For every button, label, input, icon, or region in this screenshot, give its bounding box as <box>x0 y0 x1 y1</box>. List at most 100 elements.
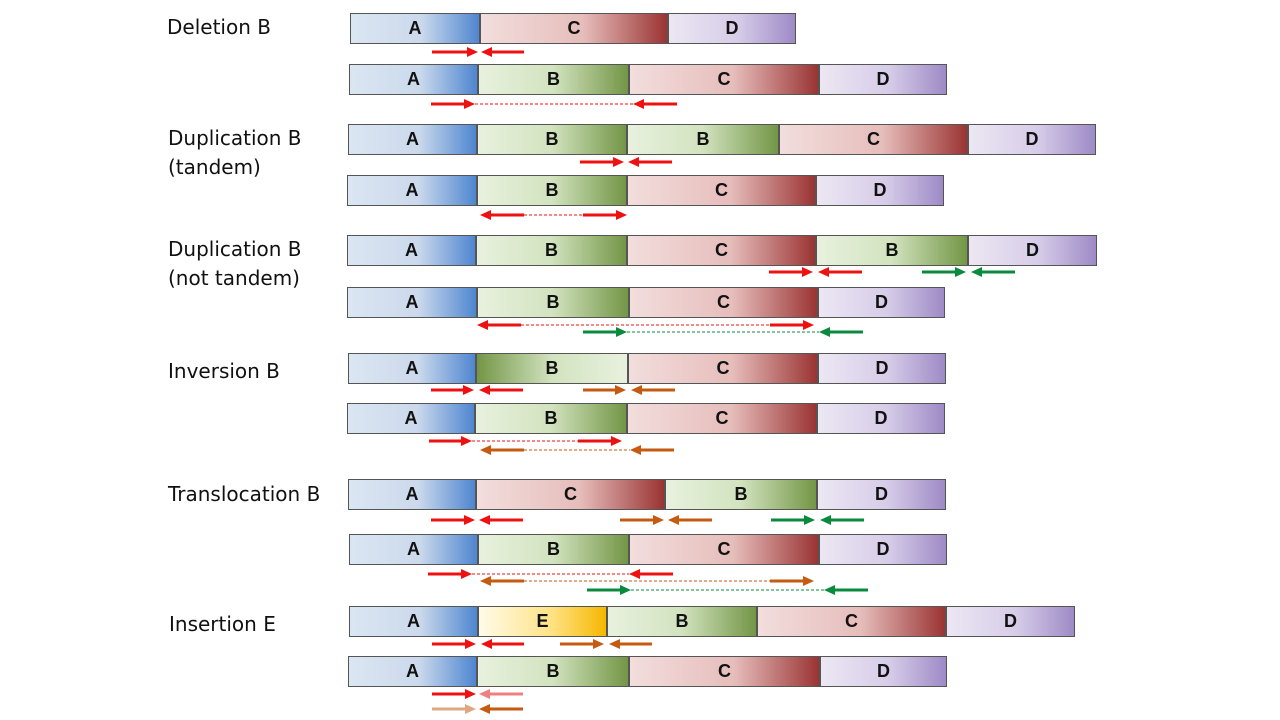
primer-arrow <box>481 47 524 57</box>
segment-c: C <box>476 479 665 510</box>
primer-arrow <box>432 689 476 699</box>
primer-arrow <box>971 267 1015 277</box>
primer-arrow <box>479 515 523 525</box>
segment-b: B <box>475 403 627 434</box>
segment-b: B <box>477 175 627 206</box>
primer-arrow <box>481 639 524 649</box>
segment-b: B <box>476 235 627 266</box>
primer-arrow <box>818 267 862 277</box>
primer-arrow <box>633 99 677 109</box>
primer-arrow <box>770 576 814 586</box>
label-duplication-not-tandem: Duplication B (not tandem) <box>168 235 302 293</box>
segment-b: B <box>478 64 629 95</box>
primer-arrow <box>480 445 524 455</box>
segment-c: C <box>629 64 819 95</box>
primer-arrow <box>431 385 474 395</box>
segment-a: A <box>347 175 477 206</box>
primer-arrow <box>583 327 627 337</box>
primer-arrow <box>432 47 478 57</box>
label-duplication-not-tandem-line1: Duplication B <box>168 237 302 261</box>
primer-arrow <box>479 689 523 699</box>
primer-arrow <box>668 515 712 525</box>
segment-b: B <box>477 656 629 687</box>
primer-arrow <box>922 267 966 277</box>
segment-a: A <box>348 656 477 687</box>
segment-c: C <box>629 287 818 318</box>
segment-d: D <box>668 13 796 44</box>
primer-arrow <box>578 436 622 446</box>
segment-d: D <box>817 479 946 510</box>
label-duplication-not-tandem-line2: (not tandem) <box>168 266 300 290</box>
primer-arrow <box>431 99 475 109</box>
segment-a: A <box>348 353 476 384</box>
segment-a: A <box>349 64 478 95</box>
segment-e: E <box>478 606 607 637</box>
primer-arrow <box>819 327 863 337</box>
primer-arrow <box>620 515 664 525</box>
primer-arrow <box>629 569 673 579</box>
segment-d: D <box>817 403 945 434</box>
primer-arrow <box>824 585 868 595</box>
segment-c: C <box>628 353 818 384</box>
segment-d: D <box>816 175 944 206</box>
primer-arrow <box>431 515 475 525</box>
primer-arrow <box>480 576 524 586</box>
primer-arrow <box>432 704 476 714</box>
segment-c: C <box>627 235 816 266</box>
primer-arrow <box>479 704 523 714</box>
segment-a: A <box>348 479 476 510</box>
label-translocation: Translocation B <box>168 482 321 506</box>
primer-arrow <box>769 267 813 277</box>
segment-c: C <box>757 606 946 637</box>
primer-arrow <box>479 385 523 395</box>
segment-a: A <box>350 13 480 44</box>
segment-b-duplicate: B <box>627 124 779 155</box>
segment-a: A <box>349 606 478 637</box>
segment-d: D <box>819 534 947 565</box>
primer-arrow <box>477 320 521 330</box>
label-duplication-tandem: Duplication B (tandem) <box>168 124 302 182</box>
primer-arrow <box>432 639 476 649</box>
label-insertion: Insertion E <box>169 612 276 636</box>
segment-a: A <box>347 287 477 318</box>
primer-arrow <box>770 320 814 330</box>
primer-arrow <box>429 436 472 446</box>
segment-b: B <box>665 479 817 510</box>
primer-arrow <box>583 385 626 395</box>
segment-d: D <box>819 64 947 95</box>
primer-arrow <box>820 515 864 525</box>
primer-arrow <box>630 445 674 455</box>
segment-d: D <box>818 353 946 384</box>
primer-arrow <box>428 569 472 579</box>
segment-a: A <box>348 124 477 155</box>
primer-arrow <box>480 210 524 220</box>
segment-c: C <box>627 175 816 206</box>
segment-d: D <box>946 606 1075 637</box>
primer-arrow <box>587 585 631 595</box>
segment-d: D <box>968 124 1096 155</box>
segment-a: A <box>347 403 475 434</box>
segment-b: B <box>477 124 627 155</box>
primer-arrow <box>609 639 652 649</box>
segment-b-duplicate: B <box>816 235 968 266</box>
label-duplication-tandem-line2: (tandem) <box>168 155 261 179</box>
primer-arrow <box>628 157 672 167</box>
segment-d: D <box>820 656 947 687</box>
primer-arrow <box>580 157 624 167</box>
segment-d: D <box>818 287 945 318</box>
primer-arrow <box>771 515 815 525</box>
segment-b: B <box>478 534 629 565</box>
segment-b-inverted: B <box>476 353 628 384</box>
primer-arrow <box>560 639 604 649</box>
segment-c: C <box>480 13 668 44</box>
segment-c: C <box>629 534 819 565</box>
label-inversion: Inversion B <box>168 359 280 383</box>
segment-c: C <box>779 124 968 155</box>
segment-b: B <box>607 606 757 637</box>
segment-c: C <box>629 656 820 687</box>
primer-arrow <box>631 385 675 395</box>
label-duplication-tandem-line1: Duplication B <box>168 126 302 150</box>
segment-c: C <box>627 403 817 434</box>
label-deletion: Deletion B <box>167 15 271 39</box>
